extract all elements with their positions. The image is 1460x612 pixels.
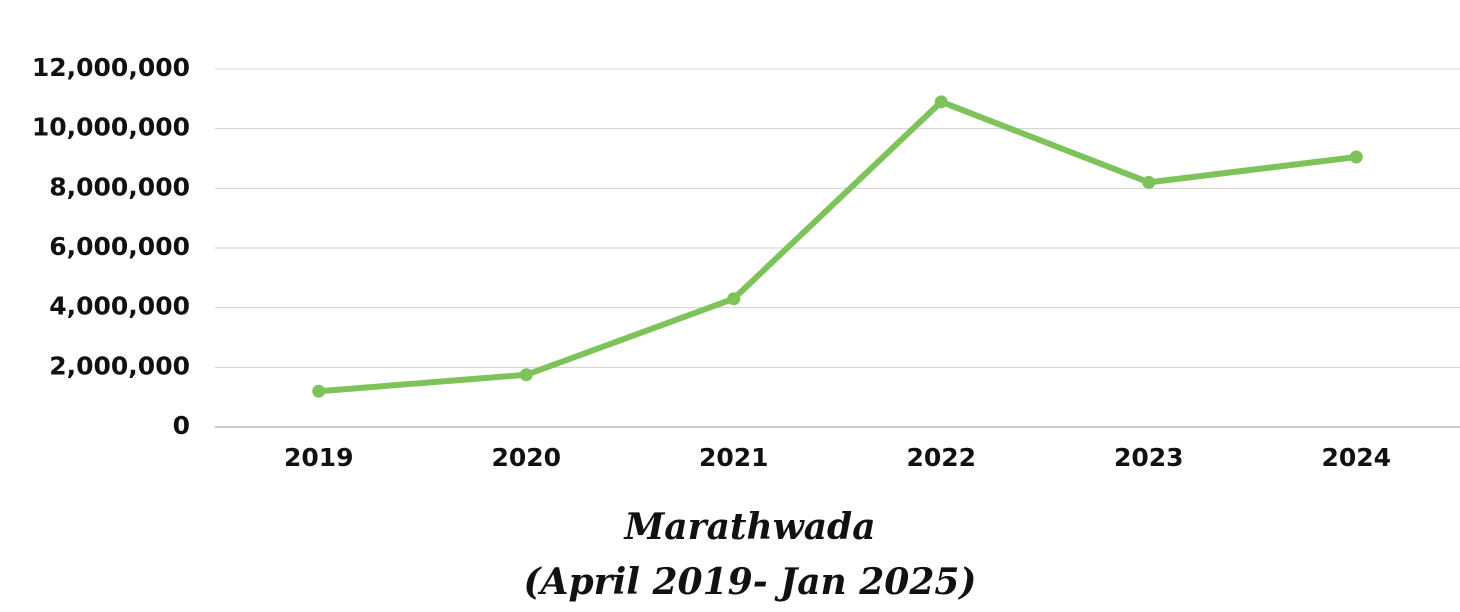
x-tick-label: 2024 <box>1321 443 1391 472</box>
x-tick-label: 2020 <box>491 443 561 472</box>
marker <box>934 95 948 109</box>
chart-subtitle: (April 2019- Jan 2025) <box>524 561 977 603</box>
y-tick-label: 8,000,000 <box>49 172 190 201</box>
y-tick-label: 10,000,000 <box>32 113 190 142</box>
line <box>318 98 1357 395</box>
x-tick-label: 2022 <box>906 443 976 472</box>
marker <box>1349 150 1363 164</box>
x-tick-label: 2021 <box>699 443 769 472</box>
x-tick-label: 2023 <box>1114 443 1184 472</box>
y-tick-label: 4,000,000 <box>49 292 190 321</box>
marker <box>1142 175 1156 189</box>
y-tick-label: 6,000,000 <box>49 232 190 261</box>
y-tick-label: 0 <box>173 411 190 440</box>
y-tick-label: 2,000,000 <box>49 351 190 380</box>
marker <box>727 292 741 306</box>
y-tick-label: 12,000,000 <box>32 53 190 82</box>
marker <box>519 368 533 382</box>
chart-title: Marathwada <box>622 506 875 548</box>
marker <box>312 384 326 398</box>
x-tick-label: 2019 <box>284 443 354 472</box>
